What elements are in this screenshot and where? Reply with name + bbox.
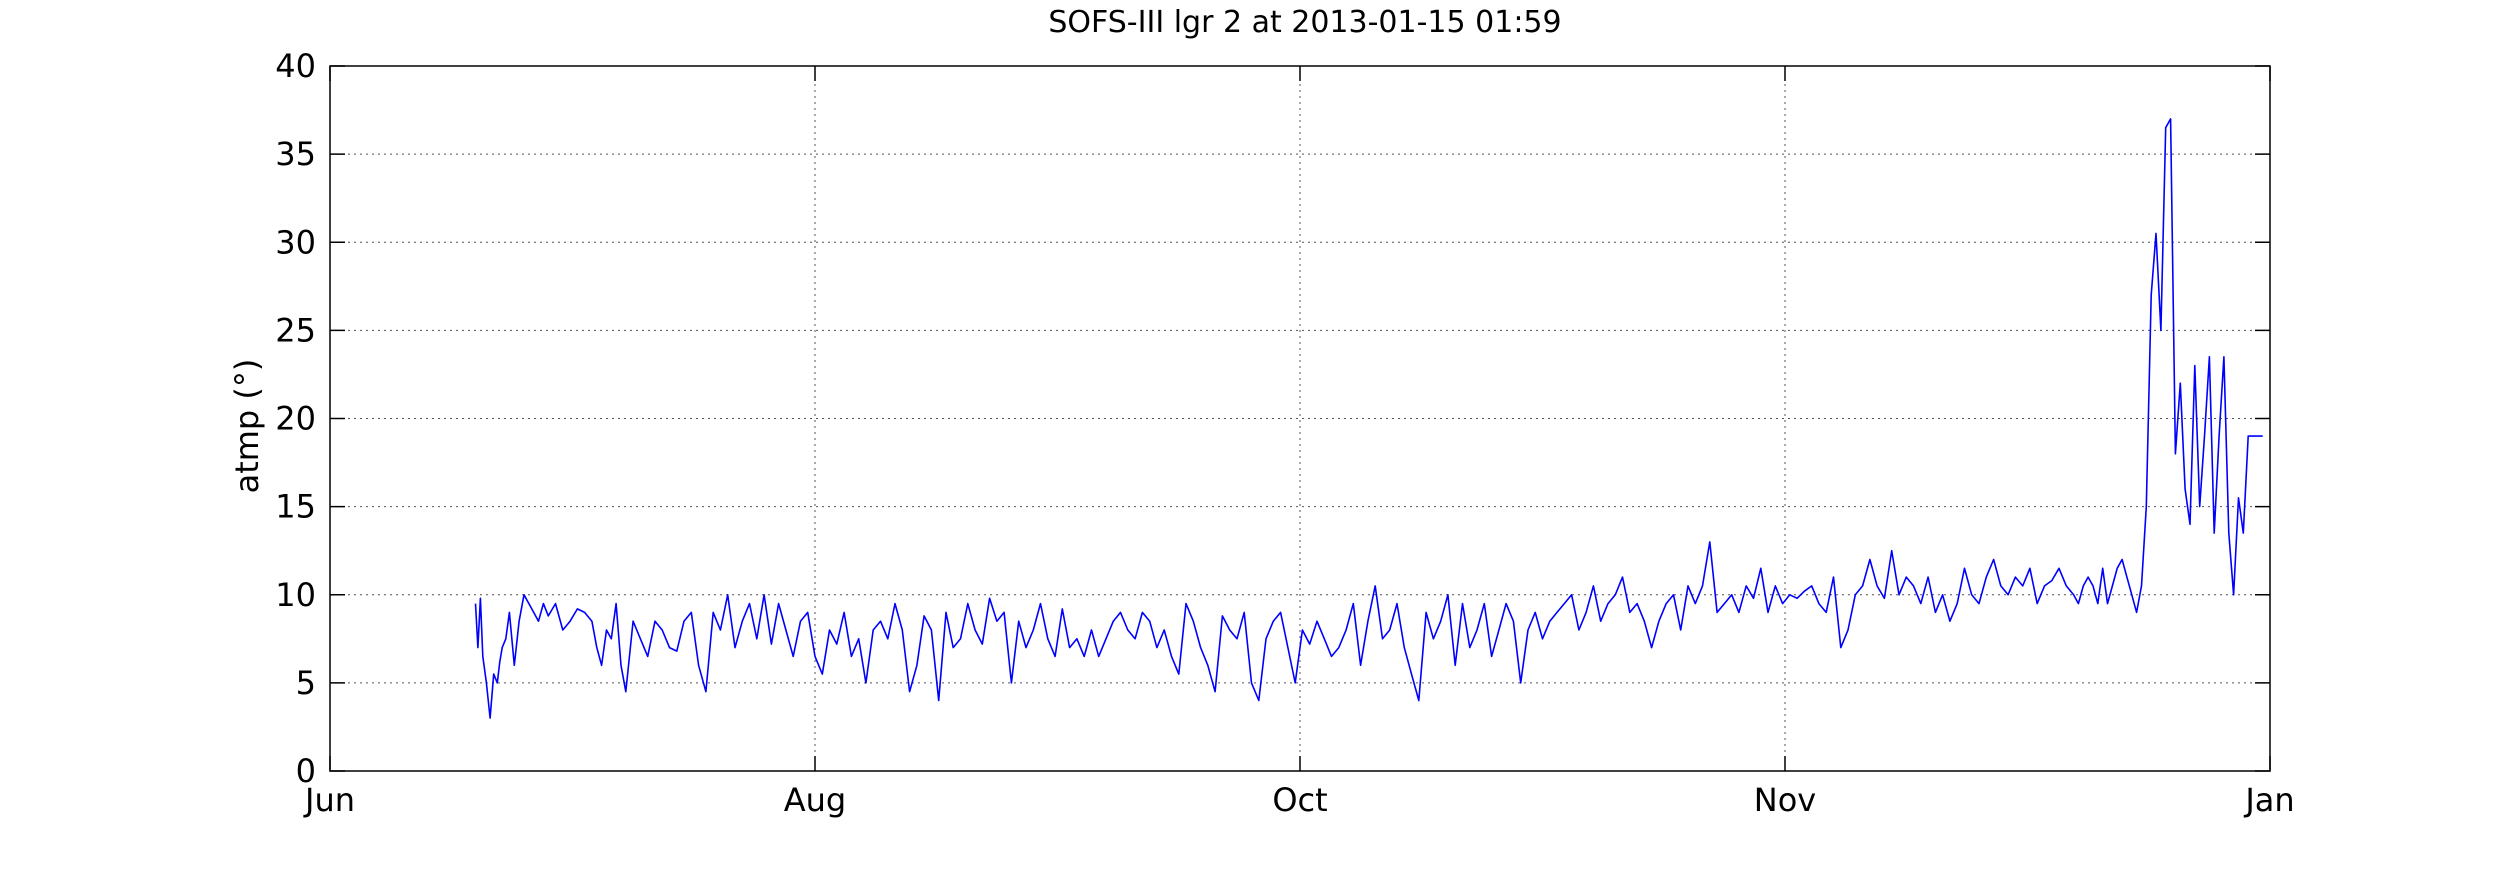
series-line-0 [474,118,2263,719]
x-tick-label: Jan [2243,781,2294,819]
y-tick-label: 30 [275,223,316,261]
chart-title: SOFS-III lgr 2 at 2013-01-15 01:59 [1048,5,1561,40]
y-tick-label: 5 [296,664,316,702]
x-tick-label: Aug [784,781,846,819]
series-group [474,118,2263,719]
y-tick-label: 15 [275,488,316,526]
x-tick-label: Oct [1272,781,1327,819]
x-tick-label: Nov [1754,781,1816,819]
y-tick-label: 20 [275,400,316,438]
y-tick-label: 0 [296,752,316,790]
y-tick-label: 10 [275,576,316,614]
x-tick-label: Jun [303,781,355,819]
y-tick-label: 25 [275,311,316,349]
y-tick-label: 35 [275,135,316,173]
y-tick-label: 40 [275,47,316,85]
axis-ticks: 0 5 10 15 20 25 30 35 40 Jun Aug Oct Nov Jan [275,47,2294,819]
y-axis-label: atmp (°) [228,359,266,494]
